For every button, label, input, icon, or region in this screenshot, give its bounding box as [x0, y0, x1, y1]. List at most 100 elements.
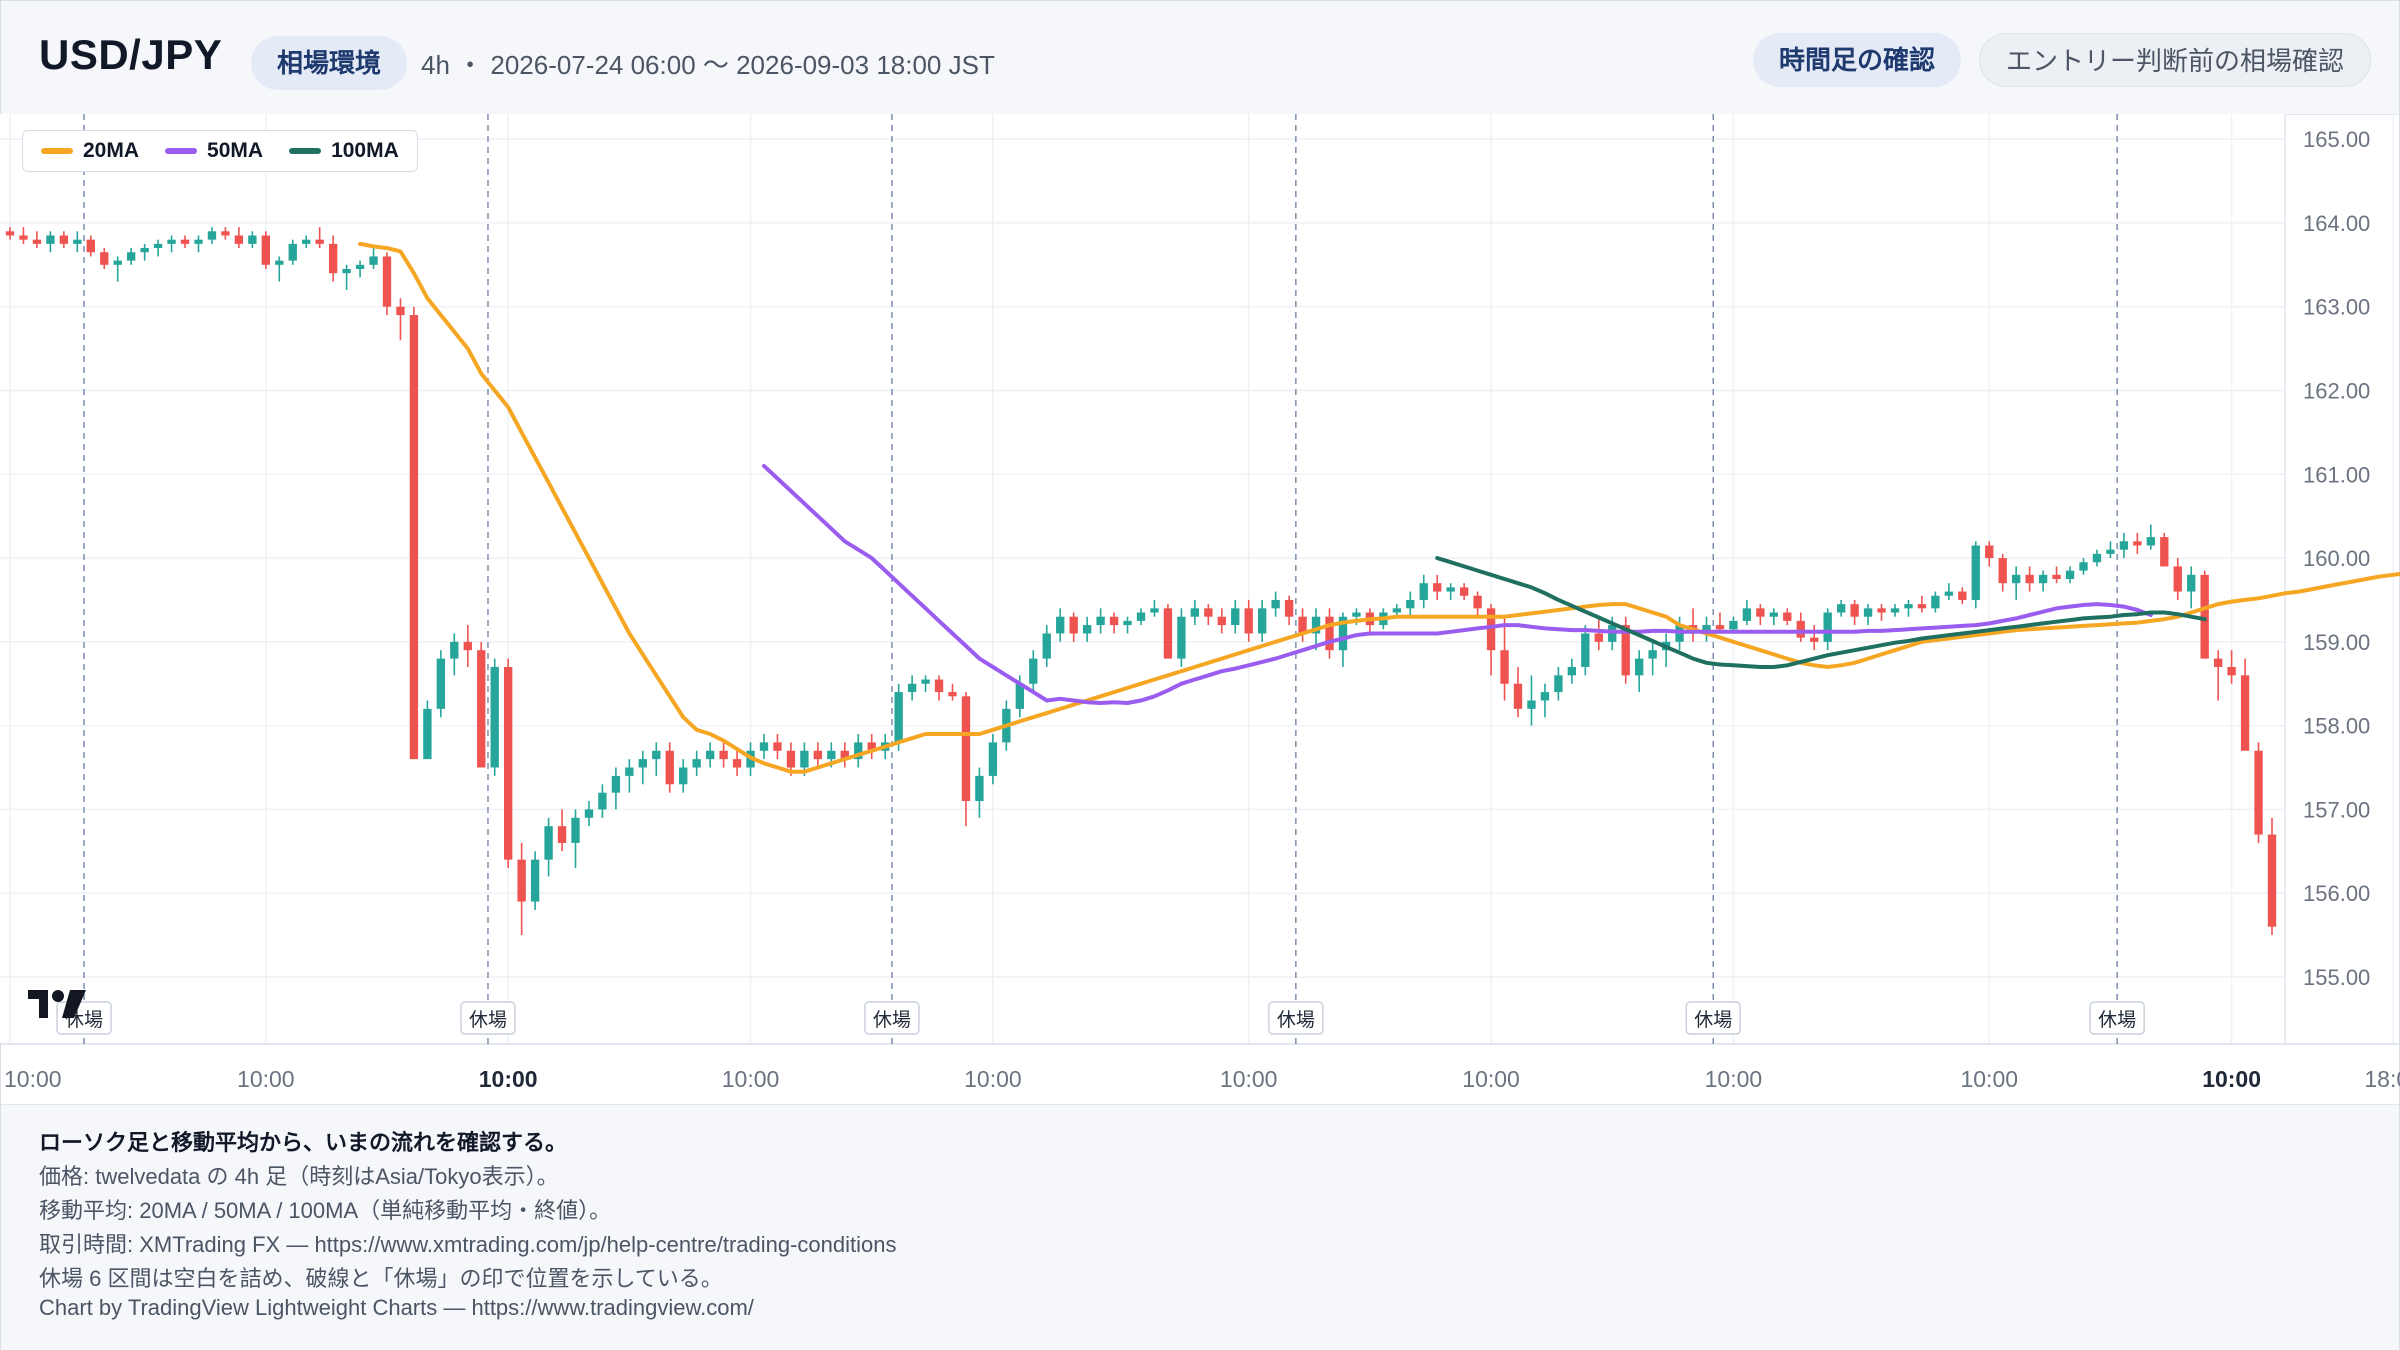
candle-body [1904, 604, 1913, 609]
candle-body [2092, 553, 2102, 563]
chart-area[interactable]: 165.00 164.00 163.00 162.00 161.00 160.00 159.… [0, 114, 2400, 1104]
candle-body [1944, 591, 1954, 596]
candle-body [1796, 620, 1805, 638]
candle-body [423, 708, 432, 760]
candle-body [153, 243, 163, 249]
candle-body [1082, 625, 1092, 634]
candle-body [315, 239, 324, 244]
candle-body [1338, 616, 1348, 651]
candle-body [1258, 608, 1267, 634]
candle-body [759, 742, 769, 751]
candle-body [827, 750, 836, 760]
tradingview-logo-icon[interactable] [26, 988, 88, 1020]
candle-body [73, 239, 82, 244]
market-closed-badge [1685, 1001, 1741, 1035]
candle-body [1311, 616, 1321, 634]
candle-body [328, 243, 338, 274]
candle-body [571, 817, 580, 843]
market-closed-label: 休場 [873, 1009, 911, 1031]
candle-body [1029, 658, 1038, 684]
candle-body [961, 696, 971, 802]
price-tick-label: 157.00 [2303, 797, 2370, 822]
candle-body [1567, 666, 1577, 676]
legend-item-50ma: 50MA [165, 139, 263, 163]
time-tick-label: 10:00 [1462, 1066, 1520, 1092]
candle-body [355, 264, 365, 269]
candle-body [504, 666, 513, 860]
candle-body [1056, 616, 1065, 634]
candle-body [1877, 608, 1886, 613]
candle-body [584, 809, 594, 818]
candle-body [692, 759, 701, 768]
candle-body [369, 256, 378, 265]
candle-body [19, 235, 28, 240]
legend-swatch-50ma [165, 148, 198, 154]
candle-body [719, 750, 728, 760]
candle-body [2079, 562, 2088, 571]
candle-body [234, 235, 244, 244]
pre-entry-check-button[interactable]: エントリー判断前の相場確認 [1979, 33, 2372, 87]
candle-body [1352, 612, 1361, 617]
candle-body [2187, 574, 2196, 592]
candle-body [2254, 750, 2263, 835]
footer-line-trading-hours: 取引時間: XMTrading FX — https://www.xmtradi… [39, 1232, 897, 1257]
candle-body [800, 750, 809, 768]
market-closed-badge [460, 1001, 516, 1035]
price-tick-label: 162.00 [2303, 378, 2370, 403]
time-tick-label: 10:00 [1960, 1066, 2018, 1092]
candle-body [1473, 595, 1482, 609]
candle-body [1621, 625, 1630, 676]
candle-body [2213, 658, 2223, 667]
candle-body [1715, 625, 1725, 630]
timeframe-check-button[interactable]: 時間足の確認 [1753, 33, 1962, 87]
candle-body [261, 235, 270, 265]
candle-body [1742, 608, 1752, 621]
candle-body [1271, 599, 1280, 609]
market-closed-badge [864, 1001, 920, 1035]
candle-body [194, 239, 203, 244]
timeframe-range-text: 4h ・ 2026-07-24 06:00 〜 2026-09-03 18:00… [421, 50, 995, 80]
candle-body [1648, 650, 1657, 659]
candle-body [140, 248, 149, 253]
legend-label-100ma: 100MA [331, 139, 399, 162]
time-tick-label: 10:00 [1220, 1066, 1278, 1092]
candle-body [934, 679, 944, 693]
candle-body [1136, 612, 1146, 621]
candle-body [988, 742, 998, 776]
plot-background [0, 114, 2285, 1044]
candle-body [1486, 608, 1496, 651]
candle-body [382, 256, 392, 307]
price-tick-label: 165.00 [2303, 127, 2370, 152]
candle-body [705, 750, 715, 760]
candle-body [2240, 675, 2250, 751]
candle-body [1406, 599, 1415, 609]
candle-body [1581, 633, 1590, 667]
candle-body [2200, 574, 2209, 659]
candle-body [1150, 608, 1159, 613]
legend-label-20ma: 20MA [83, 139, 140, 162]
candle-body [975, 775, 984, 802]
candle-body [1109, 616, 1119, 626]
market-closed-label: 休場 [1277, 1009, 1315, 1031]
candle-body [1931, 595, 1940, 609]
candle-body [1459, 587, 1469, 596]
candle-body [1958, 591, 1967, 600]
candle-body [2133, 541, 2142, 546]
candle-body [1985, 545, 1994, 559]
candle-body [907, 683, 917, 693]
time-tick-label: 10:00 [479, 1066, 538, 1092]
market-closed-badge [2089, 1001, 2145, 1035]
candle-body [1769, 612, 1778, 617]
candle-body [679, 767, 688, 785]
candle-body [409, 315, 419, 760]
candle-body [894, 692, 903, 743]
price-tick-label: 161.00 [2303, 462, 2370, 487]
market-environment-badge: 相場環境 [251, 36, 408, 90]
candlestick-chart[interactable]: 165.00 164.00 163.00 162.00 161.00 160.00 159.… [0, 114, 2400, 1104]
candle-body [1015, 683, 1024, 709]
candle-body [46, 235, 55, 244]
candle-body [2025, 574, 2034, 584]
price-tick-label: 159.00 [2303, 630, 2370, 655]
candle-body [5, 231, 15, 236]
candle-body [598, 792, 607, 810]
